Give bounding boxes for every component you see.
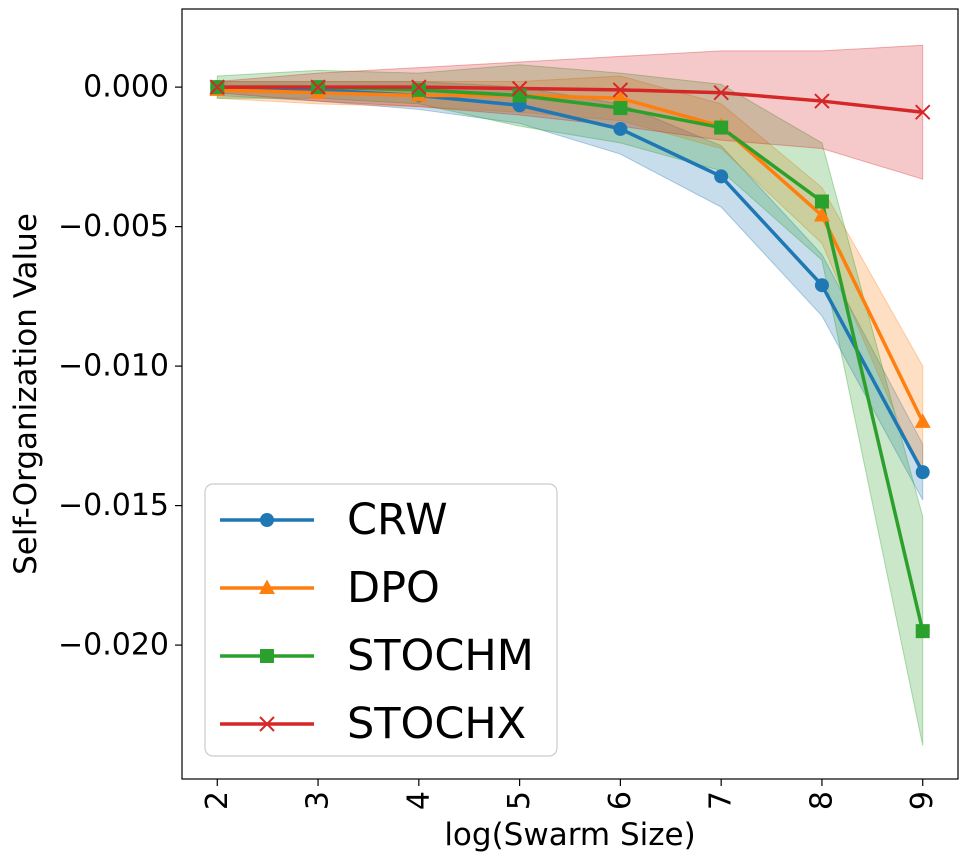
- y-tick-label-2: −0.010: [58, 349, 169, 384]
- y-tick-label-3: −0.015: [58, 488, 169, 523]
- point-stochx-9: [915, 104, 931, 120]
- point-crw-7: [714, 169, 729, 184]
- legend-marker-stochm: [260, 649, 274, 663]
- point-stochm-9: [915, 624, 930, 639]
- y-tick-label-0: 0.000: [83, 70, 169, 105]
- legend-label-crw: CRW: [347, 495, 448, 545]
- point-dpo-8: [813, 206, 830, 222]
- x-tick-label-7: 7: [704, 791, 739, 810]
- point-crw-9: [915, 465, 930, 480]
- legend-entry-stochx: STOCHX: [220, 699, 526, 749]
- x-tick-label-3: 3: [301, 791, 336, 810]
- point-stochx-6: [612, 82, 629, 98]
- point-stochm-8: [814, 194, 829, 209]
- x-tick-label-9: 9: [905, 791, 940, 810]
- y-axis-ticks: 0.000 −0.005 −0.010 −0.015 −0.020: [58, 70, 182, 663]
- x-axis-label: log(Swarm Size): [444, 817, 695, 853]
- line-crw: [217, 85, 925, 473]
- point-stochm-4: [411, 82, 426, 97]
- point-stochm-5: [512, 88, 527, 103]
- legend-marker-crw: [260, 513, 274, 527]
- legend-marker-dpo: [259, 579, 275, 594]
- legend-entry-crw: CRW: [220, 495, 448, 545]
- series-lines: [217, 85, 925, 632]
- point-dpo-9: [914, 413, 931, 428]
- band-stochm: [216, 64, 924, 746]
- legend-entries: CRW DPO STOCHM STOCHX: [220, 495, 534, 749]
- point-stochx-4: [411, 79, 427, 95]
- y-tick-label-1: −0.005: [58, 209, 169, 244]
- legend-frame: [204, 483, 558, 757]
- point-stochx-7: [713, 84, 729, 101]
- legend-label-dpo: DPO: [347, 563, 440, 613]
- legend-entry-stochm: STOCHM: [220, 631, 534, 681]
- line-dpo: [217, 88, 925, 423]
- x-tick-label-8: 8: [804, 791, 839, 810]
- point-stochx-3: [310, 79, 326, 95]
- point-stochx-8: [814, 93, 830, 109]
- point-stochm-6: [613, 101, 628, 116]
- legend-label-stochm: STOCHM: [347, 631, 534, 681]
- legend: CRW DPO STOCHM STOCHX: [204, 483, 558, 757]
- point-crw-8: [814, 278, 829, 293]
- series-markers: [209, 79, 931, 639]
- line-stochx: [217, 85, 923, 114]
- legend-entry-dpo: DPO: [220, 563, 440, 613]
- point-dpo-6: [612, 89, 629, 105]
- legend-label-stochx: STOCHX: [347, 699, 526, 749]
- x-tick-label-5: 5: [502, 791, 537, 810]
- point-crw-6: [613, 121, 628, 136]
- x-axis-ticks: 2 3 4 5 6 7 8 9: [200, 779, 940, 810]
- point-stochx-5: [511, 80, 528, 97]
- y-axis-label: Self-Organization Value: [8, 213, 44, 575]
- x-tick-label-6: 6: [603, 791, 638, 810]
- point-stochx-2: [209, 79, 225, 95]
- band-stochx: [216, 44, 924, 180]
- y-tick-label-4: −0.020: [58, 628, 169, 663]
- x-tick-label-4: 4: [401, 791, 436, 810]
- point-stochm-7: [714, 120, 729, 135]
- plot-area-frame: [181, 8, 959, 780]
- band-crw: [216, 81, 924, 501]
- x-tick-label-2: 2: [200, 791, 235, 810]
- confidence-bands: [216, 44, 924, 746]
- legend-marker-stochx: [259, 716, 275, 732]
